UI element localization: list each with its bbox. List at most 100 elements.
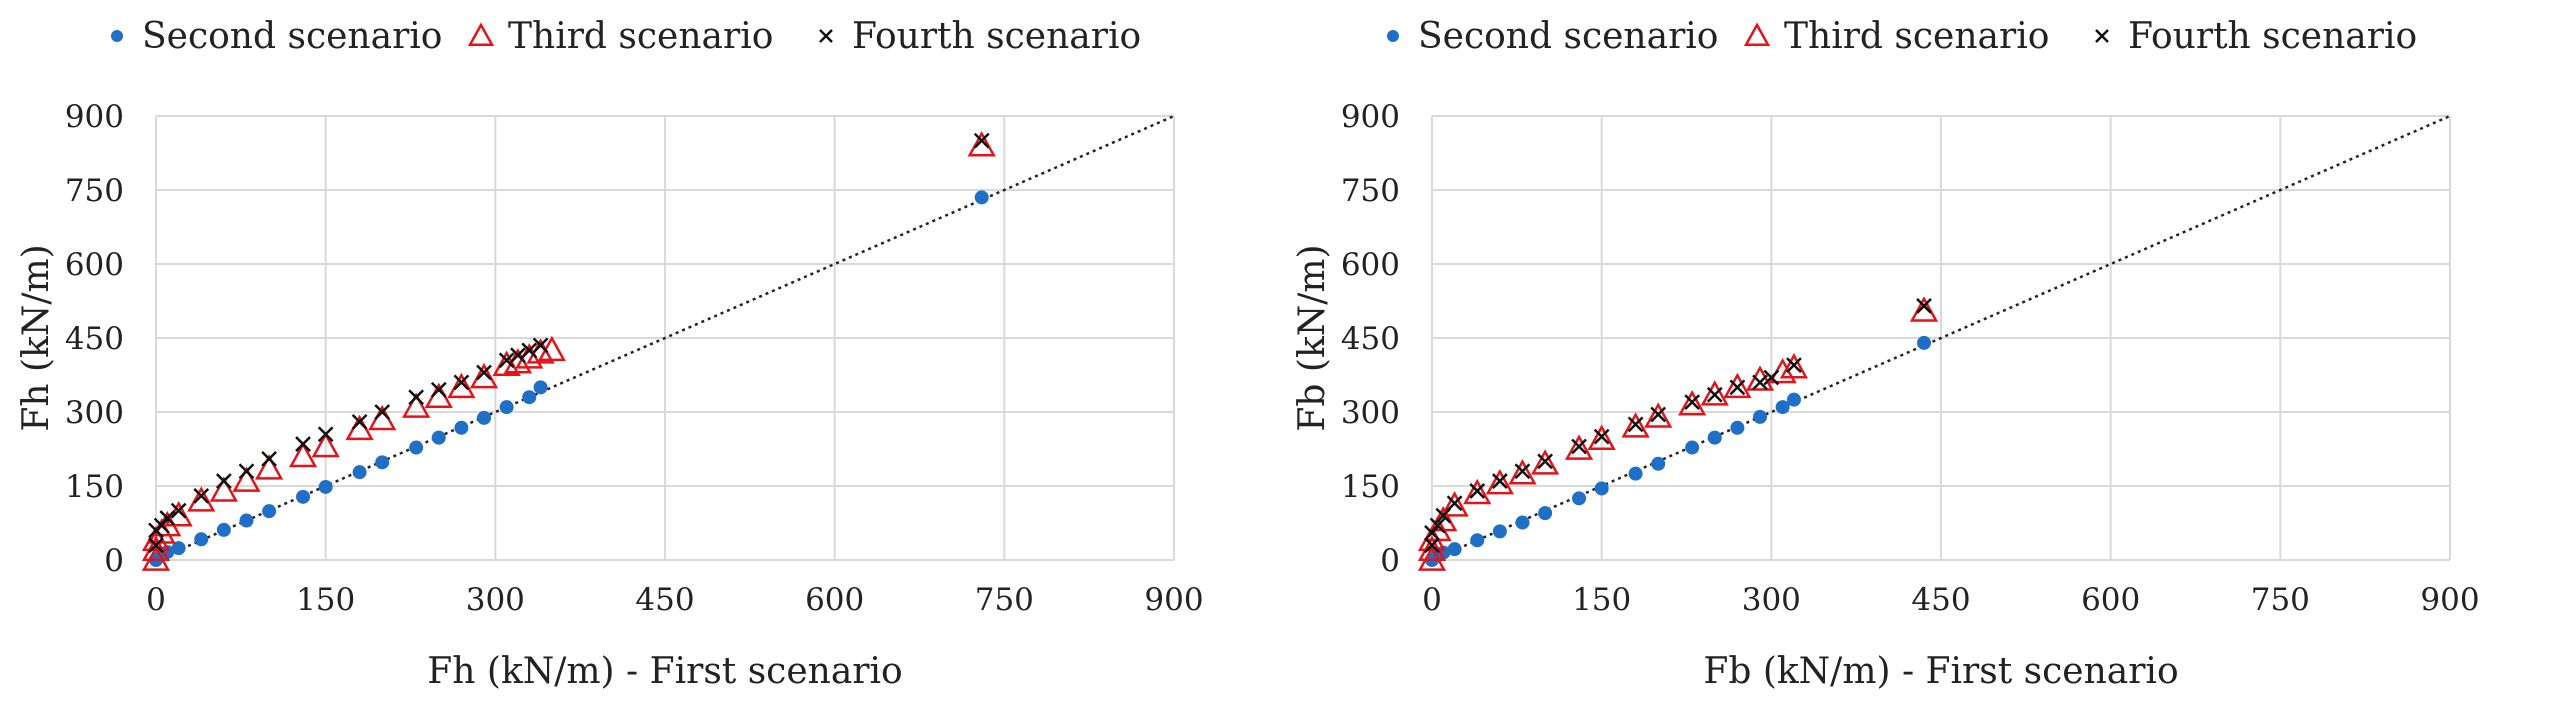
y-tick-label: 600 (1341, 247, 1400, 283)
x-tick-label: 450 (635, 582, 694, 618)
third-scenario-point (402, 392, 431, 418)
second-scenario-point (1515, 515, 1530, 530)
fourth-scenario-point (1537, 453, 1553, 470)
second-scenario-point (216, 522, 231, 537)
fourth-scenario-point (1435, 507, 1452, 524)
third-scenario-point (187, 486, 216, 512)
x-tick-label: 0 (146, 582, 166, 618)
second-scenario-point (1685, 440, 1700, 455)
second-scenario-point (477, 410, 492, 425)
fourth-scenario-point (1429, 517, 1446, 534)
second-scenario-point (296, 489, 311, 504)
y-tick-label: 300 (1341, 395, 1400, 431)
second-scenario-point (409, 440, 424, 455)
third-scenario-point (1587, 424, 1616, 450)
legend-marker (819, 29, 833, 43)
fourth-scenario-point (1706, 386, 1723, 403)
scatter-chart-fb: 0 150 300 450 600 750 900 0 150 300 450 600 750 900 Fb… (1292, 16, 2480, 692)
second-scenario-point (160, 545, 175, 560)
third-scenario-point (209, 476, 238, 502)
fourth-scenario-point (1627, 416, 1644, 433)
legend-marker (467, 22, 495, 47)
second-scenario-point (262, 504, 277, 519)
third-scenario-point (1700, 380, 1729, 406)
x-tick-label: 150 (296, 582, 355, 618)
third-scenario-point (1485, 468, 1514, 495)
third-scenario-point (1508, 459, 1537, 485)
y-tick-label: 450 (1341, 321, 1400, 357)
second-scenario-point (1651, 456, 1666, 471)
second-scenario-point (1730, 420, 1745, 435)
legend-label: Second scenario (142, 16, 442, 57)
x-tick-label: 750 (975, 582, 1034, 618)
legend-marker (1743, 22, 1771, 47)
fourth-scenario-point (1752, 374, 1768, 391)
third-scenario-point (1564, 434, 1594, 460)
y-tick-label: 750 (65, 173, 124, 209)
fourth-scenario-point (238, 463, 255, 480)
second-scenario-point (171, 541, 186, 556)
third-scenario-point (1779, 353, 1809, 379)
third-scenario-point (967, 131, 996, 157)
third-scenario-point (1530, 449, 1560, 475)
legend-label: Fourth scenario (852, 16, 1141, 57)
x-tick-label: 600 (2081, 582, 2140, 618)
y-tick-label: 300 (65, 395, 124, 431)
fourth-scenario-point (1786, 357, 1802, 374)
fourth-scenario-point (1916, 298, 1932, 314)
second-scenario-point (1492, 524, 1507, 539)
second-scenario-point (499, 400, 514, 415)
fourth-scenario-point (1514, 463, 1531, 480)
second-scenario-point (1470, 533, 1485, 548)
third-scenario-point (1644, 402, 1673, 428)
second-scenario-point (1572, 491, 1587, 506)
fourth-scenario-point (1571, 438, 1587, 455)
legend-label: Second scenario (1418, 16, 1718, 57)
chart-panel-fb: 0 150 300 450 600 750 900 0 150 300 450 600 750 900 Fb… (1276, 0, 2552, 711)
legend-label: Third scenario (1784, 16, 2049, 57)
fourth-scenario-point (1684, 394, 1701, 411)
fourth-scenario-point (1446, 495, 1463, 512)
fourth-scenario-point (453, 374, 470, 391)
legend-marker (111, 30, 123, 42)
fourth-scenario-point (170, 502, 187, 519)
x-axis-title: Fh (kN/m) - First scenario (427, 651, 902, 692)
legend: Second scenario Third scenario Fourth scen… (1387, 16, 2417, 57)
second-scenario-point (1775, 400, 1790, 415)
fourth-scenario-point (476, 364, 492, 381)
fourth-scenario-point (351, 413, 368, 430)
y-tick-label: 900 (65, 99, 124, 135)
legend-marker (2095, 29, 2109, 43)
third-scenario-point (1909, 296, 1939, 322)
y-tick-label: 150 (65, 469, 124, 505)
scatter-chart-fh: 0 150 300 450 600 750 900 0 150 300 450 600 750 900 Fh… (16, 16, 1204, 692)
x-axis-title: Fb (kN/m) - First scenario (1703, 651, 2178, 692)
x-tick-label: 900 (2420, 582, 2479, 618)
fourth-scenario-point (1469, 483, 1486, 499)
third-scenario-point (1440, 491, 1469, 517)
second-scenario-point (974, 190, 989, 205)
series-3 (1424, 298, 1932, 554)
y-tick-label: 150 (1341, 469, 1400, 505)
third-scenario-point (311, 431, 340, 458)
fourth-scenario-point (374, 404, 391, 420)
series-3 (148, 132, 990, 554)
y-axis-title: Fh (kN/m) (16, 244, 57, 431)
x-tick-label: 300 (1742, 582, 1801, 618)
second-scenario-point (194, 532, 209, 547)
y-tick-label: 600 (65, 247, 124, 283)
fourth-scenario-point (498, 352, 515, 369)
second-scenario-point (1538, 506, 1553, 521)
chart-panel-fh: 0 150 300 450 600 750 900 0 150 300 450 600 750 900 Fh… (16, 16, 1204, 692)
third-scenario-point (492, 350, 521, 376)
third-scenario-point (288, 441, 318, 468)
second-scenario-point (522, 390, 537, 405)
third-scenario-point (447, 372, 476, 399)
second-scenario-point (431, 430, 446, 445)
fourth-scenario-point (510, 347, 526, 364)
second-scenario-point (239, 513, 254, 528)
third-scenario-point (1621, 412, 1650, 438)
fourth-scenario-point (408, 389, 425, 406)
x-tick-label: 150 (1572, 582, 1631, 618)
fourth-scenario-point (261, 450, 277, 467)
